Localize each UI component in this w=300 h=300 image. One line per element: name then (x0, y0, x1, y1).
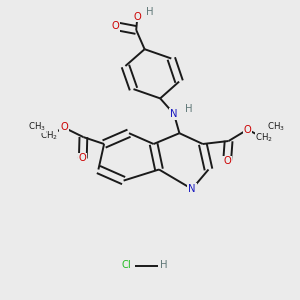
Text: H: H (185, 104, 193, 115)
Text: H: H (146, 7, 154, 17)
Text: CH$_2$: CH$_2$ (40, 130, 58, 142)
Text: O: O (134, 11, 141, 22)
Text: Cl: Cl (121, 260, 131, 271)
Text: N: N (188, 184, 196, 194)
Text: N: N (170, 109, 178, 119)
Text: O: O (112, 21, 119, 31)
Text: O: O (79, 153, 87, 164)
Text: O: O (60, 122, 68, 133)
Text: O: O (223, 156, 231, 167)
Text: H: H (160, 260, 167, 271)
Text: O: O (244, 124, 251, 135)
Text: CH$_2$: CH$_2$ (255, 132, 273, 144)
Text: CH$_3$: CH$_3$ (267, 120, 285, 133)
Text: CH$_3$: CH$_3$ (28, 120, 46, 133)
